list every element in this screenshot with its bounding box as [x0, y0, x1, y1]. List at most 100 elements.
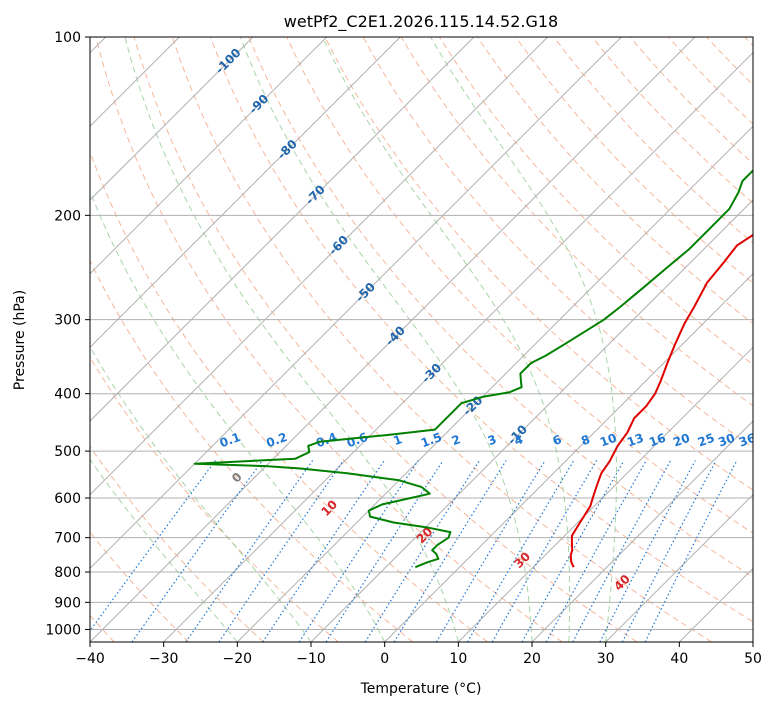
mixing-ratio-line: [131, 460, 263, 642]
dry-adiabat: [248, 37, 753, 578]
moist-adiabat: [239, 37, 533, 642]
isotherm-line: [90, 37, 254, 201]
isotherm-line: [90, 37, 475, 422]
isotherm-line: [752, 641, 753, 642]
mixing-ratio-line: [262, 460, 385, 642]
x-tick-label: 50: [744, 651, 762, 667]
isotherm-line: [457, 346, 753, 642]
chart-title: wetPf2_C2E1.2026.115.14.52.G18: [284, 12, 558, 32]
x-axis-ticks: −40 −30 −20 −10 0 10 20 30 40 50: [75, 642, 762, 667]
isotherm-line: [236, 125, 753, 642]
dry-adiabat: [90, 531, 190, 642]
mixing-ratio-line: [90, 460, 216, 632]
background-lines: [90, 37, 753, 642]
dry-adiabat: [90, 150, 488, 642]
temperature-profile-line: [569, 233, 753, 568]
moist-adiabat: [430, 37, 617, 642]
mixing-ratio-label: 25: [696, 431, 716, 450]
x-tick-label: 10: [449, 651, 467, 667]
dry-adiabat: [515, 37, 753, 284]
isotherm-line: [90, 37, 328, 275]
mixing-ratio-line: [325, 460, 444, 642]
mixing-ratio-line: [218, 460, 344, 642]
mixing-ratio-label: 6: [551, 432, 564, 448]
x-tick-label: −30: [149, 651, 179, 667]
dry-adiabat: [95, 37, 563, 642]
isotherm-line: [531, 420, 753, 642]
mixing-ratio-label: 16: [647, 431, 667, 450]
moist-adiabat: [90, 458, 238, 642]
y-tick-label: 600: [54, 491, 81, 507]
dry-adiabat: [171, 37, 712, 642]
mixing-ratio-line: [644, 460, 738, 642]
x-tick-label: 0: [380, 651, 389, 667]
x-tick-label: −40: [75, 651, 105, 667]
mixing-ratio-line: [466, 460, 575, 642]
mixing-ratio-label: 2: [450, 432, 463, 448]
dry-adiabat: [133, 37, 638, 642]
dry-adiabat: [553, 37, 753, 244]
y-tick-label: 700: [54, 531, 81, 547]
x-tick-label: −10: [296, 651, 326, 667]
mixing-ratio-label: 0.6: [345, 430, 370, 450]
dry-adiabat: [744, 37, 753, 47]
y-tick-label: 800: [54, 565, 81, 581]
theta-label: 30: [511, 549, 533, 571]
moist-adiabat: [90, 345, 312, 642]
mixing-ratio-label: 0.2: [264, 430, 289, 450]
dry-adiabat: [90, 259, 414, 642]
mixing-ratio-label: 20: [671, 431, 691, 450]
mixing-ratio-line: [572, 460, 672, 642]
mixing-ratio-line: [298, 460, 419, 642]
y-tick-label: 100: [54, 30, 81, 46]
isotherm-line: [605, 493, 753, 642]
x-tick-label: 30: [597, 651, 615, 667]
dry-adiabat: [90, 445, 264, 642]
isotherm-line: [310, 199, 753, 642]
mixing-ratio-line: [185, 460, 314, 642]
dry-adiabat: [210, 37, 753, 623]
theta-label: 10: [318, 497, 340, 519]
x-tick-label: 40: [670, 651, 688, 667]
dry-adiabat: [400, 37, 753, 407]
mixing-ratio-label: 0.1: [218, 430, 243, 450]
y-tick-label: 200: [54, 208, 81, 224]
y-tick-label: 1000: [45, 622, 81, 638]
y-tick-label: 300: [54, 313, 81, 329]
dry-adiabat: [90, 356, 339, 642]
mixing-ratio-line: [393, 460, 507, 642]
moist-adiabat: [90, 189, 386, 642]
mixing-ratio-line: [545, 460, 647, 642]
mixing-ratio-line: [491, 460, 598, 642]
mixing-ratio-label: 1.5: [419, 430, 444, 450]
x-tick-label: −20: [223, 651, 253, 667]
theta-label: 40: [611, 572, 633, 594]
mixing-ratio-label: 3: [486, 432, 499, 448]
isotherm-line: [90, 37, 622, 570]
dewpoint-profile-line: [193, 169, 753, 569]
isotherm-line: [90, 37, 549, 496]
y-tick-label: 500: [54, 444, 81, 460]
mixing-ratio-line: [521, 460, 625, 642]
y-axis-label: Pressure (hPa): [12, 290, 28, 390]
isotherm-line: [163, 51, 753, 642]
isotherm-label: -30: [419, 361, 444, 386]
dry-adiabat: [668, 37, 753, 125]
x-axis-label: Temperature (°C): [360, 681, 482, 697]
moist-adiabat: [322, 37, 571, 642]
mixing-ratio-label: 36: [737, 431, 757, 450]
y-tick-label: 400: [54, 387, 81, 403]
mixing-ratio-label: 10: [598, 431, 618, 450]
isotherm-line: [678, 567, 753, 642]
isotherm-line: [384, 272, 753, 642]
sounding-profiles: [193, 169, 753, 569]
y-tick-label: 900: [54, 595, 81, 611]
dry-adiabat: [706, 37, 753, 86]
mixing-ratio-line: [435, 460, 546, 642]
x-tick-label: 20: [523, 651, 541, 667]
isotherm-line: [90, 37, 401, 349]
y-axis-ticks: 100 200 300 400 500 600 700 800 900 1000: [45, 30, 90, 638]
moist-adiabat: [124, 37, 459, 642]
dry-adiabat: [629, 37, 753, 165]
